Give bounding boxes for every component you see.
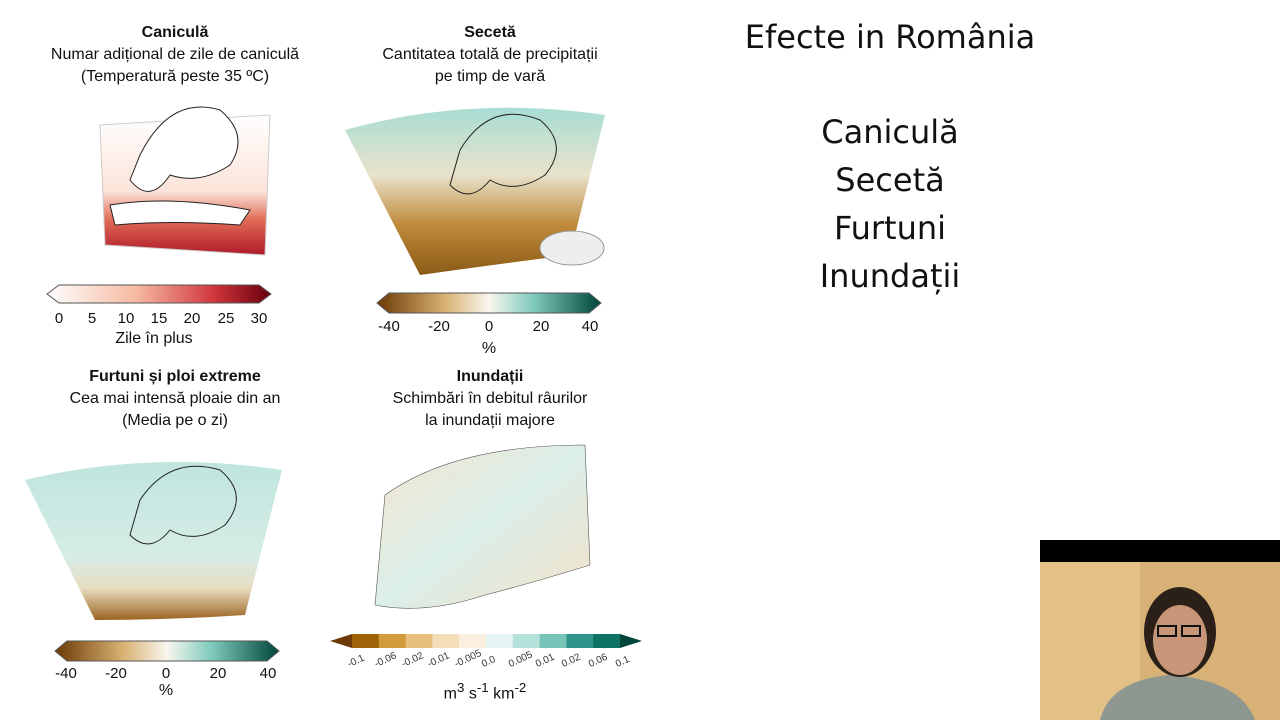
heatwave-colorbar [46,284,272,304]
panel-storms-title: Furtuni și ploi extreme [89,368,261,385]
colorbar-segment [405,634,433,648]
panel-floods-subtitle: Schimbări în debitul râurilor [392,390,588,407]
colorbar-tick: -0.02 [399,650,425,670]
effect-item: Secetă [835,161,945,199]
panel-drought-subtitle: Cantitatea totală de precipitații [382,46,598,63]
drought-unit: % [481,340,497,357]
colorbar-tick: -0.1 [346,652,367,670]
presenter-video [1040,562,1280,720]
colorbar-arrow-left [330,634,352,648]
drought-colorbar [376,292,602,314]
floods-unit: m3 s-1 km-2 [443,680,527,703]
storms-unit: % [158,682,174,699]
colorbar-tick: 0.1 [614,654,632,670]
colorbar-segment [432,634,460,648]
storms-colorbar [54,640,280,662]
colorbar-segment [459,634,487,648]
heatwave-unit: Zile în plus [115,330,193,347]
panel-floods-title: Inundații [456,368,524,385]
colorbar-tick: 0.005 [506,649,535,670]
colorbar-segment [539,634,567,648]
colorbar-segment [566,634,594,648]
storms-map [25,462,282,620]
colorbar-segment [486,634,514,648]
panel-drought-subtitle2: pe timp de vară [434,68,546,85]
floods-map [374,444,591,609]
slide-title: Efecte in România [744,18,1036,56]
effect-item: Furtuni [833,209,947,247]
colorbar-segment [512,634,541,648]
colorbar-segment [593,634,621,648]
floods-colorbar [330,634,642,648]
colorbar-tick: 0.02 [560,651,583,670]
colorbar-tick: -0.06 [372,650,399,670]
webcam-feed [1040,540,1280,720]
colorbar-tick: 0.06 [587,651,610,670]
effect-item: Inundații [819,257,961,295]
effect-item: Caniculă [821,113,959,151]
panel-floods-subtitle2: la inundații majore [425,412,555,429]
panel-heatwave-subtitle2: (Temperatură peste 35 ºC) [80,68,270,85]
colorbar-segment [352,634,380,648]
panel-heatwave-subtitle: Numar adițional de zile de caniculă [50,46,300,63]
colorbar-tick: 0.01 [533,651,556,670]
panel-storms-subtitle2: (Media pe o zi) [122,412,228,429]
drought-map [345,107,605,276]
colorbar-arrow-right [620,634,642,648]
panel-storms-subtitle: Cea mai intensă ploaie din an [69,390,281,407]
colorbar-tick: -0.01 [426,650,452,670]
colorbar-tick: -0.005 [453,648,484,670]
panel-drought-title: Secetă [464,24,516,41]
panel-heatwave-title: Caniculă [141,24,209,41]
colorbar-segment [378,634,407,648]
heatwave-map [99,106,271,256]
